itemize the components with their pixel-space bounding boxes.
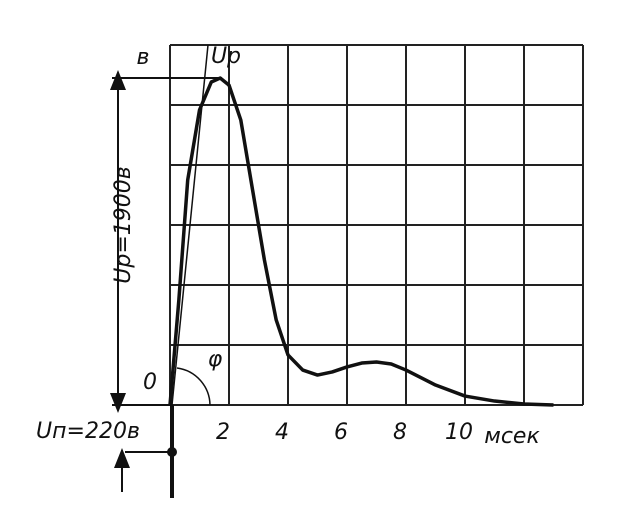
angle-arc — [176, 367, 211, 406]
x-unit-label: мсек — [484, 424, 540, 449]
x-tick-label: 10 — [445, 420, 473, 445]
x-tick-label: 6 — [334, 420, 348, 445]
zero-label: 0 — [143, 370, 157, 395]
y-unit-label: в — [137, 45, 150, 70]
peak-annotation: Uр=1900в — [111, 166, 136, 283]
curve — [168, 76, 554, 407]
x-tick-label: 4 — [275, 420, 289, 445]
base-annotation: Uп=220в — [36, 419, 140, 444]
base-point — [167, 447, 177, 457]
angle-label: φ — [208, 347, 223, 372]
peak-label: Uр — [211, 44, 241, 69]
x-tick-label: 8 — [393, 420, 407, 445]
grid — [169, 44, 584, 406]
x-tick-label: 2 — [216, 420, 230, 445]
